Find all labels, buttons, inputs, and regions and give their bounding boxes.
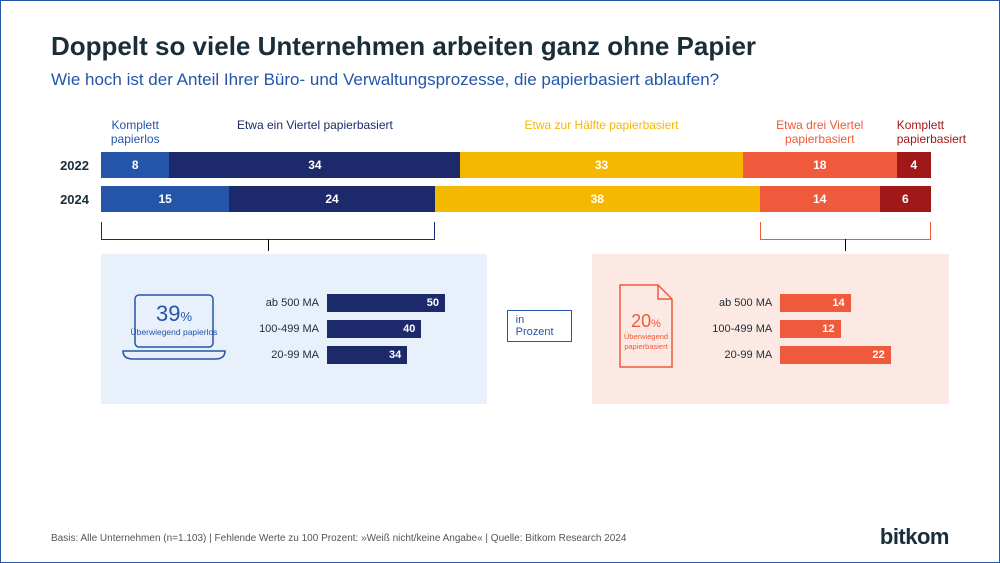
bar-segment: 18 xyxy=(743,152,897,178)
document-stat: 20% Überwiegend papierbasiert xyxy=(610,281,682,378)
mini-track: 12 xyxy=(780,320,931,338)
legend: Komplett papierlosEtwa ein Viertel papie… xyxy=(101,118,949,146)
mini-row: 20-99 MA34 xyxy=(247,346,469,364)
panel-paperless: 39% Überwiegend papierlos ab 500 MA50100… xyxy=(101,254,487,404)
panel-paperbased: 20% Überwiegend papierbasiert ab 500 MA1… xyxy=(592,254,949,404)
mini-track: 50 xyxy=(327,294,469,312)
year-label: 2024 xyxy=(51,192,101,207)
logo: bitkom xyxy=(880,524,949,550)
year-label: 2022 xyxy=(51,158,101,173)
bar-segment: 33 xyxy=(460,152,742,178)
svg-text:39%: 39% xyxy=(156,301,192,326)
mini-label: 100-499 MA xyxy=(247,323,327,335)
mini-row: ab 500 MA14 xyxy=(700,294,931,312)
bar-segment: 8 xyxy=(101,152,169,178)
svg-text:20%: 20% xyxy=(631,311,661,331)
mini-bar: 12 xyxy=(780,320,840,338)
mini-track: 22 xyxy=(780,346,931,364)
svg-text:Überwiegend: Überwiegend xyxy=(624,332,668,341)
mini-label: 100-499 MA xyxy=(700,323,780,335)
legend-item: Etwa zur Hälfte papierbasiert xyxy=(460,118,742,146)
bar-row: 202283433184 xyxy=(51,152,949,178)
brackets xyxy=(101,220,931,250)
mini-bar: 22 xyxy=(780,346,891,364)
mini-label: 20-99 MA xyxy=(700,349,780,361)
legend-item: Etwa drei Viertel papierbasiert xyxy=(743,118,897,146)
bracket-right xyxy=(760,222,931,240)
laptop-stat: 39% Überwiegend papierlos xyxy=(119,287,229,372)
chart-title: Doppelt so viele Unternehmen arbeiten ga… xyxy=(51,31,949,62)
unit-box: in Prozent xyxy=(507,310,573,342)
mini-row: 100-499 MA40 xyxy=(247,320,469,338)
footnote: Basis: Alle Unternehmen (n=1.103) | Fehl… xyxy=(51,533,626,544)
mini-track: 34 xyxy=(327,346,469,364)
mini-bar: 50 xyxy=(327,294,445,312)
mini-track: 40 xyxy=(327,320,469,338)
document-icon: 20% Überwiegend papierbasiert xyxy=(610,281,682,373)
legend-item: Komplett papierlos xyxy=(101,118,169,146)
bar-row: 2024152438146 xyxy=(51,186,949,212)
bar-segment: 4 xyxy=(897,152,931,178)
bar-segment: 6 xyxy=(880,186,931,212)
mini-row: ab 500 MA50 xyxy=(247,294,469,312)
mini-label: ab 500 MA xyxy=(247,297,327,309)
bracket-left xyxy=(101,222,435,240)
legend-item: Etwa ein Viertel papierbasiert xyxy=(169,118,460,146)
bar-segment: 24 xyxy=(229,186,434,212)
mini-track: 14 xyxy=(780,294,931,312)
svg-text:papierbasiert: papierbasiert xyxy=(625,342,669,351)
stacked-bar: 152438146 xyxy=(101,186,931,212)
mini-label: 20-99 MA xyxy=(247,349,327,361)
bar-segment: 34 xyxy=(169,152,460,178)
svg-text:Überwiegend papierlos: Überwiegend papierlos xyxy=(131,327,218,337)
mini-bar: 40 xyxy=(327,320,421,338)
bar-segment: 14 xyxy=(760,186,880,212)
chart-subtitle: Wie hoch ist der Anteil Ihrer Büro- und … xyxy=(51,70,949,90)
mini-row: 20-99 MA22 xyxy=(700,346,931,364)
stacked-bar: 83433184 xyxy=(101,152,931,178)
mini-bar: 14 xyxy=(780,294,850,312)
stacked-bars: 2022834331842024152438146 xyxy=(51,152,949,212)
legend-item: Komplett papierbasiert xyxy=(897,118,931,146)
mini-row: 100-499 MA12 xyxy=(700,320,931,338)
mini-bars-right: ab 500 MA14100-499 MA1220-99 MA22 xyxy=(700,286,931,372)
mini-label: ab 500 MA xyxy=(700,297,780,309)
bar-segment: 38 xyxy=(435,186,760,212)
mini-bars-left: ab 500 MA50100-499 MA4020-99 MA34 xyxy=(247,286,469,372)
bar-segment: 15 xyxy=(101,186,229,212)
mini-bar: 34 xyxy=(327,346,407,364)
laptop-icon: 39% Überwiegend papierlos xyxy=(119,291,229,367)
